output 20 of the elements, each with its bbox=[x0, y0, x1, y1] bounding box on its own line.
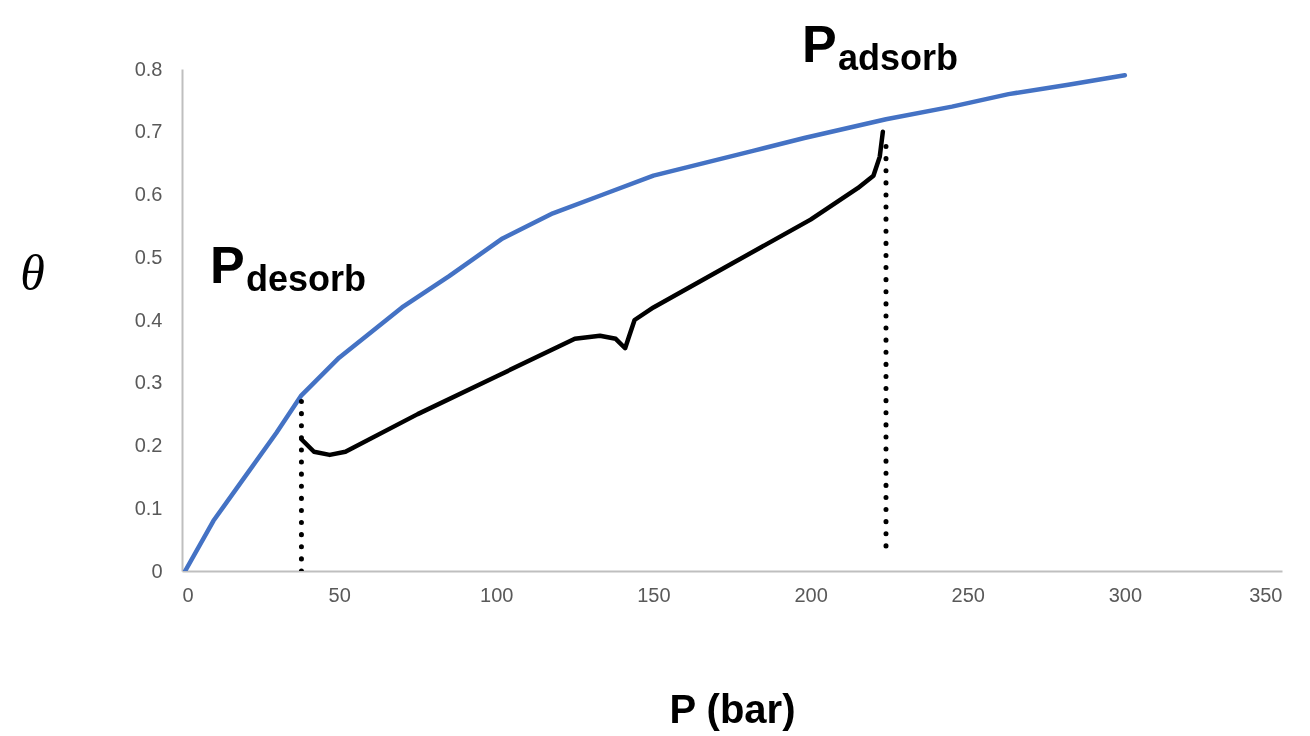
y-tick-label: 0.7 bbox=[134, 120, 163, 143]
x-tick-label: 150 bbox=[637, 583, 671, 606]
x-axis-title: P (bar) bbox=[669, 686, 796, 731]
line-series bbox=[182, 73, 1128, 571]
x-tick-label: 100 bbox=[480, 583, 514, 606]
x-tick-label: 200 bbox=[794, 583, 828, 606]
y-tick-label: 0.4 bbox=[134, 308, 163, 331]
y-axis-title: θ bbox=[20, 244, 45, 301]
x-tick-label: 50 bbox=[328, 583, 351, 606]
y-tick-label: 0.2 bbox=[134, 434, 163, 456]
x-tick-label: 300 bbox=[1108, 583, 1143, 606]
y-tick-label: 0.1 bbox=[134, 496, 163, 519]
y-tick-label: 0 bbox=[151, 559, 163, 582]
y-tick-label: 0.5 bbox=[134, 245, 163, 268]
x-tick-label: 350 bbox=[1249, 583, 1283, 606]
y-tick-label: 0.8 bbox=[134, 57, 163, 80]
y-tick-label: 0.6 bbox=[134, 183, 163, 205]
x-tick-label: 0 bbox=[182, 583, 194, 606]
x-tick-label: 250 bbox=[951, 583, 985, 606]
y-tick-label: 0.3 bbox=[134, 371, 163, 394]
